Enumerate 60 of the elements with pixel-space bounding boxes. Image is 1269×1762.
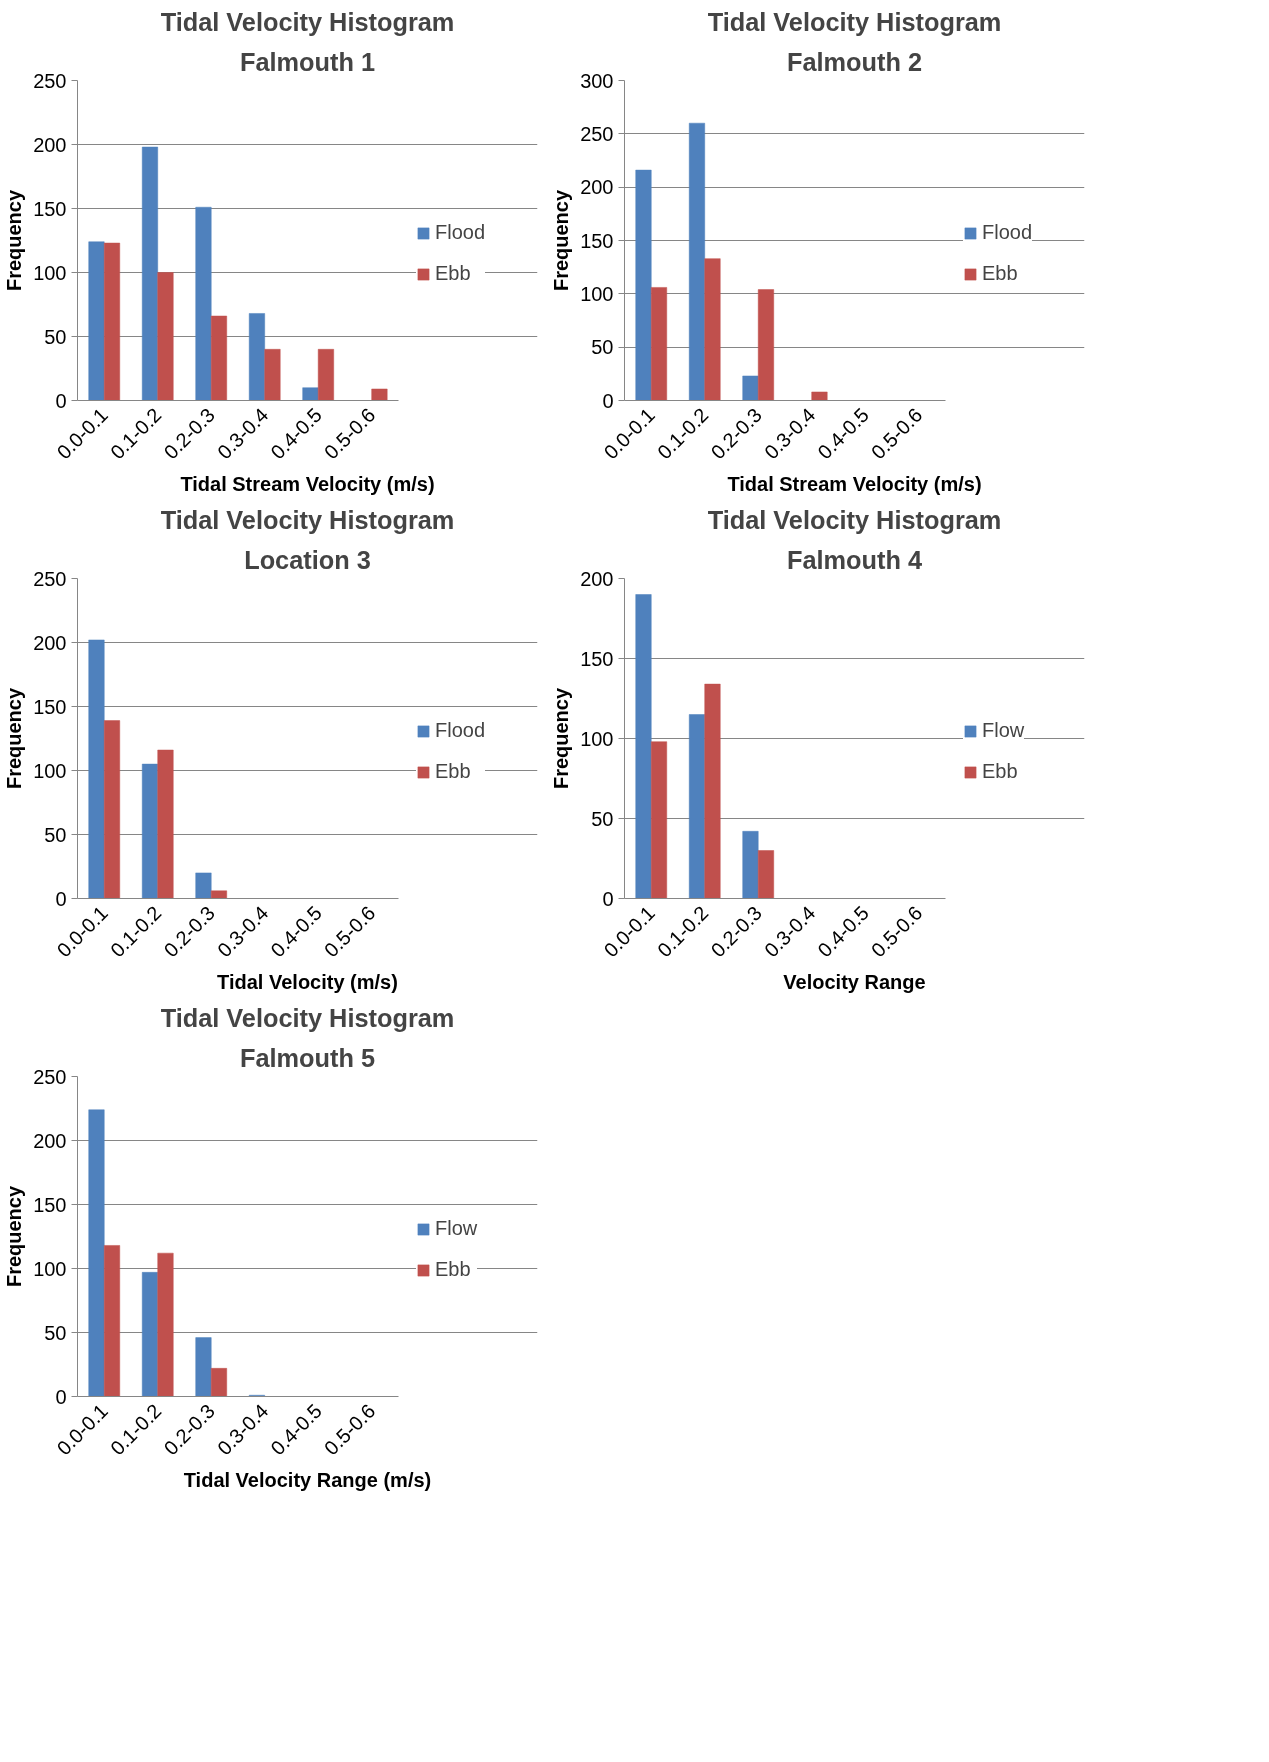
y-tick-label: 100	[33, 261, 67, 284]
x-axis-title: Velocity Range	[783, 971, 926, 994]
legend-label: Ebb	[982, 262, 1018, 285]
y-tick-label: 0	[602, 389, 614, 412]
legend-label: Ebb	[435, 1258, 471, 1281]
y-tick-label: 0	[602, 887, 614, 910]
y-tick-label: 50	[44, 1321, 67, 1344]
y-axis-title: Frequency	[3, 189, 26, 292]
chart-subtitle: Falmouth 4	[786, 545, 923, 574]
y-tick-label: 100	[580, 282, 614, 305]
chart-subtitle: Falmouth 1	[239, 47, 376, 76]
chart-title: Tidal Velocity Histogram	[160, 505, 455, 534]
chart-subtitle: Falmouth 2	[786, 47, 923, 76]
y-tick-label: 200	[33, 1129, 67, 1152]
y-tick-label: 0	[55, 389, 67, 412]
y-tick-label: 100	[580, 727, 614, 750]
legend-label: Ebb	[982, 760, 1018, 783]
y-tick-label: 0	[55, 887, 67, 910]
y-tick-label: 0	[55, 1385, 67, 1408]
y-tick-label: 150	[580, 229, 614, 252]
y-axis-title: Frequency	[3, 687, 26, 790]
legend-label: Flow	[435, 1217, 478, 1240]
chart-subtitle: Falmouth 5	[239, 1043, 376, 1072]
x-axis-title: Tidal Velocity (m/s)	[217, 971, 398, 994]
chart-title: Tidal Velocity Histogram	[707, 7, 1002, 36]
y-tick-label: 50	[44, 325, 67, 348]
x-axis-title: Tidal Stream Velocity (m/s)	[727, 473, 982, 496]
y-tick-label: 150	[33, 197, 67, 220]
y-tick-label: 150	[33, 1193, 67, 1216]
y-tick-label: 250	[33, 1065, 67, 1088]
y-tick-label: 250	[580, 122, 614, 145]
y-tick-label: 200	[33, 133, 67, 156]
legend-label: Flow	[982, 719, 1025, 742]
y-tick-label: 250	[33, 567, 67, 590]
y-axis-title: Frequency	[550, 687, 573, 790]
y-tick-label: 150	[33, 695, 67, 718]
legend-label: Ebb	[435, 760, 471, 783]
chart-subtitle: Location 3	[244, 545, 371, 574]
legend-label: Ebb	[435, 262, 471, 285]
y-tick-label: 50	[44, 823, 67, 846]
y-tick-label: 200	[580, 567, 614, 590]
y-tick-label: 300	[580, 69, 614, 92]
y-tick-label: 50	[591, 807, 614, 830]
legend-label: Flood	[435, 221, 486, 244]
y-tick-label: 100	[33, 759, 67, 782]
chart-title: Tidal Velocity Histogram	[160, 7, 455, 36]
chart-title: Tidal Velocity Histogram	[707, 505, 1002, 534]
legend-label: Flood	[982, 221, 1033, 244]
y-tick-label: 100	[33, 1257, 67, 1280]
legend-label: Flood	[435, 719, 486, 742]
y-tick-label: 200	[580, 176, 614, 199]
y-tick-label: 250	[33, 69, 67, 92]
x-axis-title: Tidal Stream Velocity (m/s)	[180, 473, 435, 496]
y-axis-title: Frequency	[550, 189, 573, 292]
chart-title: Tidal Velocity Histogram	[160, 1003, 455, 1032]
y-tick-label: 150	[580, 647, 614, 670]
y-tick-label: 200	[33, 631, 67, 654]
x-axis-title: Tidal Velocity Range (m/s)	[183, 1469, 432, 1492]
y-tick-label: 50	[591, 336, 614, 359]
y-axis-title: Frequency	[3, 1185, 26, 1288]
